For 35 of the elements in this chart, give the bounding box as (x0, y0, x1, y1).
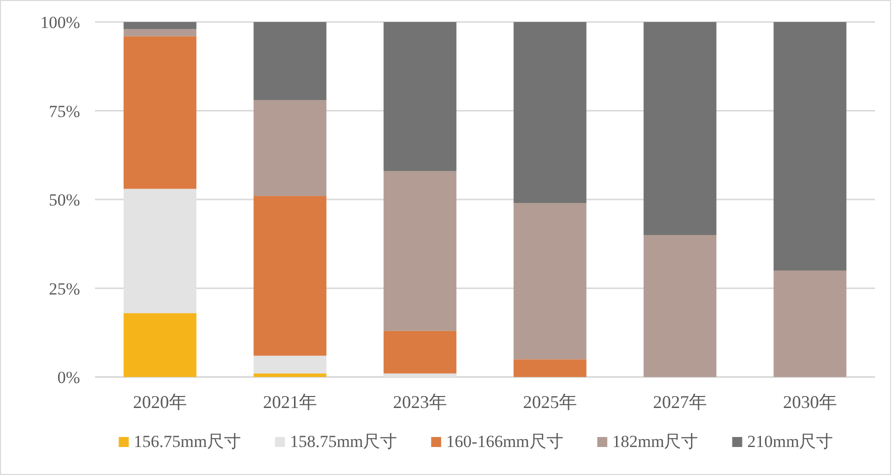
bar (644, 22, 716, 235)
bar (254, 100, 326, 196)
bar (254, 22, 326, 100)
legend-label: 158.75mm尺寸 (290, 432, 398, 451)
bar (384, 171, 456, 331)
bar (514, 203, 586, 360)
bar (774, 22, 846, 270)
x-tick-label: 2030年 (783, 392, 837, 412)
bar (124, 29, 196, 36)
bar (384, 330, 456, 374)
legend-label: 182mm尺寸 (612, 432, 698, 451)
y-tick-label: 25% (48, 279, 80, 298)
y-tick-label: 100% (40, 13, 80, 32)
bar (124, 22, 196, 30)
bar (514, 359, 586, 377)
x-tick-label: 2023年 (393, 392, 447, 412)
bar (254, 356, 326, 374)
bar (124, 36, 196, 189)
bar (644, 235, 716, 377)
bar (124, 313, 196, 377)
x-tick-label: 2025年 (523, 392, 577, 412)
legend-label: 210mm尺寸 (747, 432, 834, 451)
legend-label: 160-166mm尺寸 (446, 432, 564, 451)
bar (774, 270, 846, 377)
bar (254, 373, 326, 377)
x-tick-label: 2021年 (263, 392, 317, 412)
x-tick-label: 2027年 (653, 392, 707, 412)
x-tick-label: 2020年 (133, 392, 187, 412)
bar (254, 196, 326, 356)
y-tick-label: 50% (48, 190, 80, 210)
bar (384, 22, 456, 172)
legend-label: 156.75mm尺寸 (134, 432, 241, 451)
y-tick-label: 75% (48, 102, 80, 121)
y-tick-label: 0% (57, 368, 80, 387)
bar (514, 22, 586, 204)
